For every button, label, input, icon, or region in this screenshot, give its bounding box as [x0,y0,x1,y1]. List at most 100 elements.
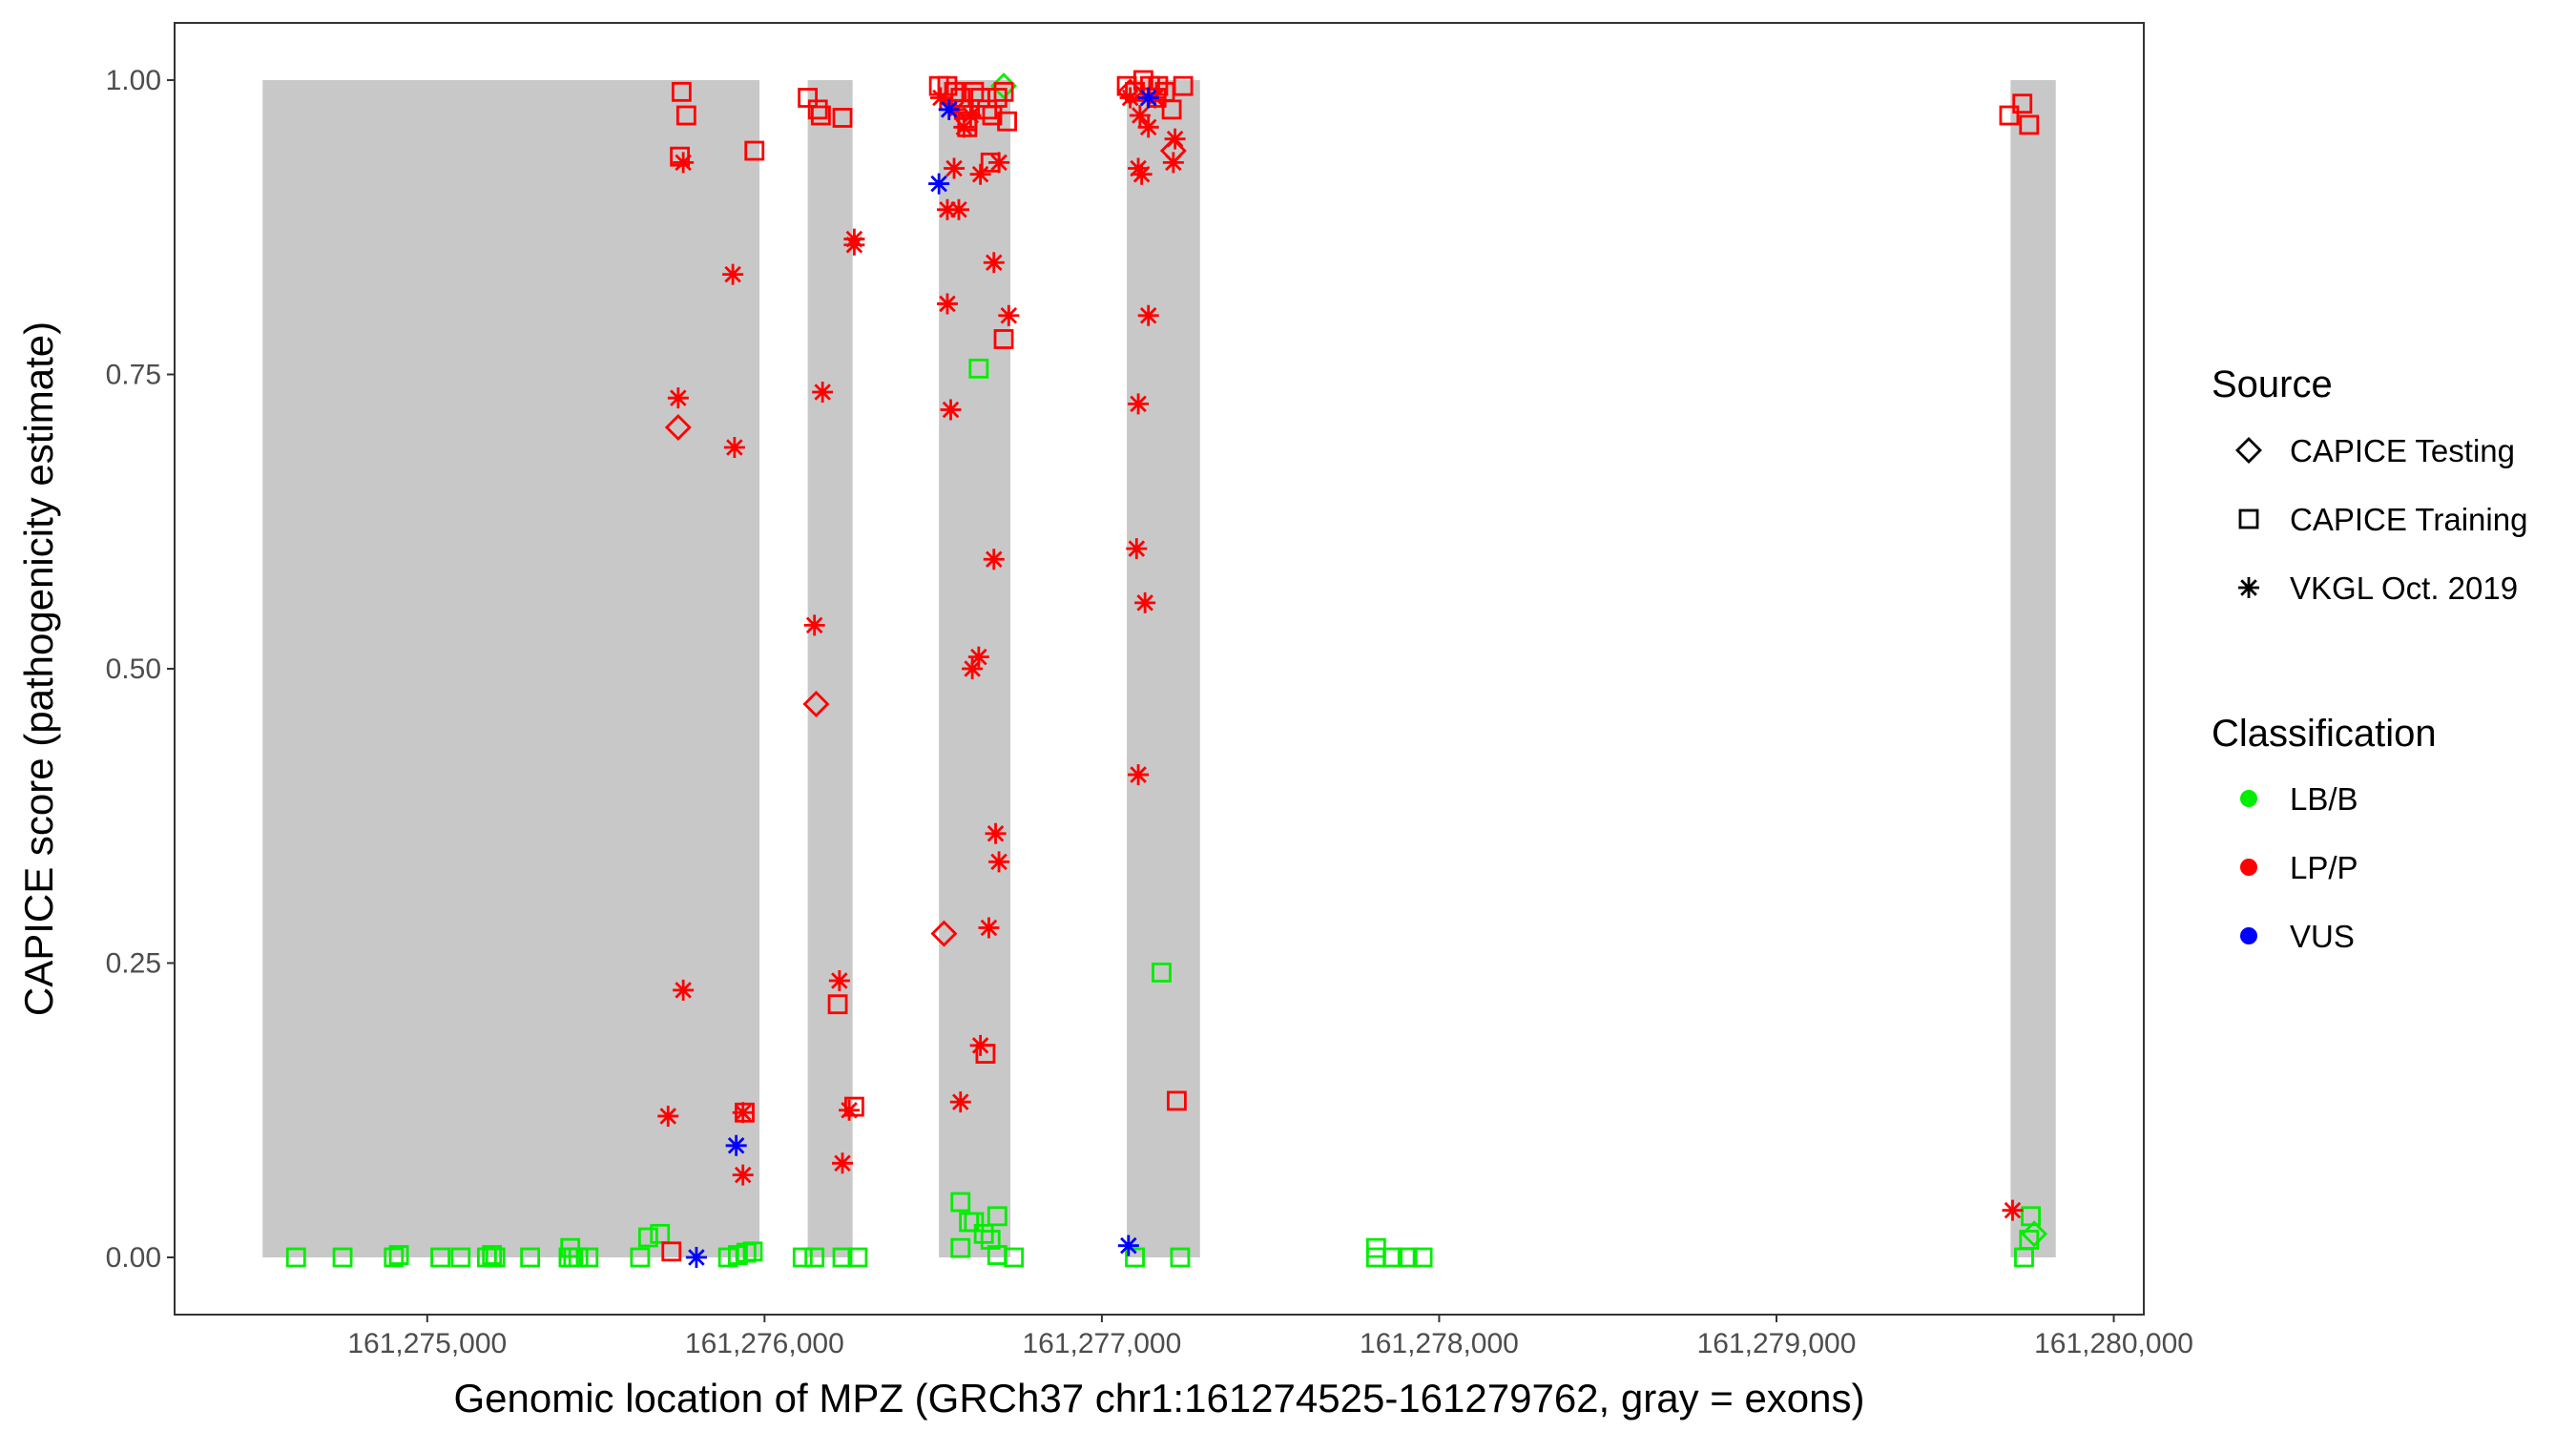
point-vkgl-lp-p [985,822,1007,844]
point-training-lp-p [987,88,1008,108]
point-training-lp-p [798,88,819,108]
point-training-lp-p [997,111,1017,132]
point-vkgl-lp-p [1128,393,1150,415]
point-testing-lp-p [664,414,692,441]
point-testing-lp-p [930,920,958,947]
x-tick-label: 161,278,000 [1360,1328,1519,1359]
point-training-lb-b [520,1247,541,1268]
y-axis-title: CAPICE score (pathogenicity estimate) [16,321,61,1016]
point-training-lp-p [827,994,848,1015]
point-training-lp-p [1173,75,1194,96]
point-training-lb-b [742,1241,763,1262]
point-training-lb-b [1170,1247,1191,1268]
point-training-lp-p [1132,70,1153,91]
point-vkgl-lp-p [803,614,825,636]
point-vkgl-lp-p [1164,128,1186,150]
point-vkgl-lp-p [947,198,969,220]
point-training-lp-p [993,329,1014,349]
point-vkgl-lp-p [983,549,1005,570]
point-training-lp-p [1999,105,2020,126]
point-training-lb-b [1125,1247,1145,1268]
point-vkgl-lp-p [983,252,1005,274]
y-tick-label: 0.00 [106,1242,161,1274]
point-training-lp-p [810,105,831,126]
point-training-lb-b [430,1247,450,1268]
point-vkgl-lp-p [2002,1199,2024,1221]
point-training-lb-b [968,358,989,379]
point-vkgl-lp-p [843,234,865,256]
point-training-lb-b [2019,1230,2040,1250]
point-vkgl-lp-p [962,658,984,679]
point-training-lp-p [2012,93,2033,114]
point-training-lp-p [1161,99,1182,120]
x-axis: 161,275,000 161,276,000 161,277,000 161,278… [347,1315,2193,1359]
point-vkgl-lp-p [1162,152,1184,174]
point-vkgl-vus [725,1134,747,1156]
point-testing-lb-b [2021,1220,2048,1248]
point-training-lb-b [568,1247,589,1268]
point-vkgl-lp-p [988,851,1010,873]
point-vkgl-lp-p [1137,116,1159,138]
point-training-lb-b [847,1247,868,1268]
legend-key-vus [2240,927,2257,944]
point-training-lp-p [671,81,692,102]
x-tick-label: 161,277,000 [1022,1328,1181,1359]
legend-label-lb-b: LB/B [2290,781,2358,817]
legend-label-lp-p: LP/P [2290,850,2358,885]
legend-label-vkgl: VKGL Oct. 2019 [2290,570,2518,606]
y-tick-label: 0.75 [106,359,161,390]
point-vkgl-lp-p [1119,87,1141,109]
point-vkgl-lp-p [839,1099,861,1121]
point-training-lb-b [792,1247,813,1268]
point-training-lb-b [980,1230,1001,1250]
point-vkgl-lp-p [723,436,745,458]
point-training-lb-b [578,1247,599,1268]
y-tick-label: 0.50 [106,653,161,685]
exon-5 [2010,79,2056,1258]
x-axis-title: Genomic location of MPZ (GRCh37 chr1:161… [453,1376,1864,1421]
point-training-lb-b [1382,1247,1403,1268]
y-axis: 0.00 0.25 0.50 0.75 1.00 [106,65,175,1274]
x-tick-label: 161,279,000 [1697,1328,1857,1359]
point-vkgl-vus [685,1247,707,1269]
point-testing-lp-p [802,691,830,718]
point-vkgl-lp-p [828,970,850,992]
exon-4 [1127,79,1200,1258]
point-training-lb-b [450,1247,471,1268]
point-vkgl-lp-p [1131,163,1153,185]
point-training-lb-b [384,1247,405,1268]
point-vkgl-lp-p [960,104,982,126]
point-training-lp-p [977,99,998,120]
point-vkgl-vus [1117,1234,1139,1256]
x-tick-label: 161,276,000 [685,1328,844,1359]
legend-key-lb-b [2240,790,2257,807]
point-training-lp-p [937,75,958,96]
point-vkgl-lp-p [988,152,1010,174]
point-training-lb-b [1152,962,1172,983]
point-training-lb-b [987,1206,1008,1227]
point-training-lb-b [332,1247,353,1268]
x-tick-label: 161,280,000 [2034,1328,2193,1359]
y-tick-label: 0.25 [106,948,161,980]
point-training-lp-p [993,81,1014,102]
point-vkgl-lp-p [832,1152,854,1174]
point-vkgl-lp-p [967,646,989,668]
point-training-lb-b [388,1245,409,1265]
point-vkgl-lp-p [936,293,958,315]
legend-source-title: Source [2212,363,2333,405]
x-tick-label: 161,275,000 [347,1328,507,1359]
point-vkgl-lp-p [722,263,744,285]
point-training-lb-b [950,1192,971,1213]
point-training-lb-b [950,1237,971,1258]
point-vkgl-lp-p [732,1102,754,1124]
point-vkgl-vus [1137,87,1159,109]
point-vkgl-lp-p [732,1164,754,1186]
point-vkgl-lp-p [657,1105,679,1127]
point-vkgl-lp-p [1128,157,1150,179]
legend-key-lp-p [2240,859,2257,876]
point-vkgl-lp-p [978,917,1000,939]
point-vkgl-lp-p [944,157,966,179]
legend-key-vkgl [2238,577,2259,598]
point-training-lb-b [482,1245,503,1265]
